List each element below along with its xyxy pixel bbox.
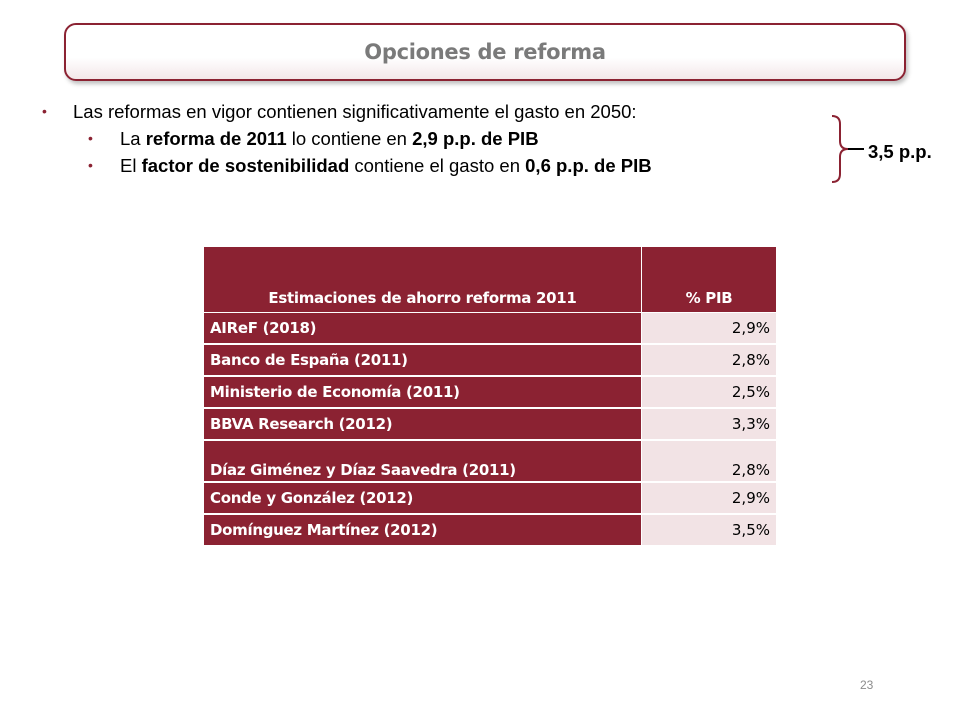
bullet-sub-1-bold-b: reforma de 2011 (145, 128, 287, 149)
savings-estimates-table: Estimaciones de ahorro reforma 2011 % PI… (203, 246, 777, 547)
bullet-sub-2-text-c: contiene el gasto en (349, 155, 526, 176)
table-row: Díaz Giménez y Díaz Saavedra (2011) 2,8% (203, 439, 777, 483)
column-header-pib: % PIB (641, 246, 777, 313)
column-header-source: Estimaciones de ahorro reforma 2011 (203, 246, 642, 313)
source-cell: Díaz Giménez y Díaz Saavedra (2011) (203, 439, 642, 483)
value-cell: 2,9% (641, 312, 777, 345)
value-cell: 2,5% (641, 375, 777, 409)
bullet-sub-2-text-a: El (120, 155, 142, 176)
value-cell: 2,9% (641, 481, 777, 515)
bullet-sub-1: • La reforma de 2011 lo contiene en 2,9 … (40, 125, 830, 152)
bullet-main: • Las reformas en vigor contienen signif… (40, 98, 830, 125)
bullet-sub-1-text-a: La (120, 128, 146, 149)
table-row: Domínguez Martínez (2012) 3,5% (203, 513, 777, 547)
bullet-dot-icon: • (88, 157, 93, 173)
source-cell: Ministerio de Economía (2011) (203, 375, 642, 409)
bullet-dot-icon: • (88, 130, 93, 146)
value-cell: 3,5% (641, 513, 777, 547)
bullet-sub-2: • El factor de sostenibilidad contiene e… (40, 152, 830, 179)
page-number: 23 (860, 678, 874, 692)
bullet-sub-1-bold-d: 2,9 p.p. de PIB (412, 128, 539, 149)
bullet-sub-2-bold-d: 0,6 p.p. de PIB (525, 155, 652, 176)
source-cell: AIReF (2018) (203, 312, 642, 345)
table-header-row: Estimaciones de ahorro reforma 2011 % PI… (203, 246, 777, 313)
table-row: BBVA Research (2012) 3,3% (203, 407, 777, 441)
table-row: Banco de España (2011) 2,8% (203, 343, 777, 377)
value-cell: 2,8% (641, 439, 777, 483)
source-cell: BBVA Research (2012) (203, 407, 642, 441)
table-row: Conde y González (2012) 2,9% (203, 481, 777, 515)
bullet-list: • Las reformas en vigor contienen signif… (40, 98, 830, 179)
value-cell: 3,3% (641, 407, 777, 441)
table-row: Ministerio de Economía (2011) 2,5% (203, 375, 777, 409)
slide-title: Opciones de reforma (364, 40, 606, 64)
bullet-dot-icon: • (42, 103, 47, 119)
source-cell: Conde y González (2012) (203, 481, 642, 515)
source-cell: Banco de España (2011) (203, 343, 642, 377)
right-brace-icon (831, 115, 864, 183)
slide-title-box: Opciones de reforma (64, 23, 906, 81)
source-cell: Domínguez Martínez (2012) (203, 513, 642, 547)
value-cell: 2,8% (641, 343, 777, 377)
bullet-main-text: Las reformas en vigor contienen signific… (73, 101, 637, 122)
total-reduction-label: 3,5 p.p. (868, 141, 932, 162)
bullet-sub-1-text-c: lo contiene en (286, 128, 413, 149)
bullet-sub-2-bold-b: factor de sostenibilidad (141, 155, 350, 176)
table-row: AIReF (2018) 2,9% (203, 312, 777, 345)
